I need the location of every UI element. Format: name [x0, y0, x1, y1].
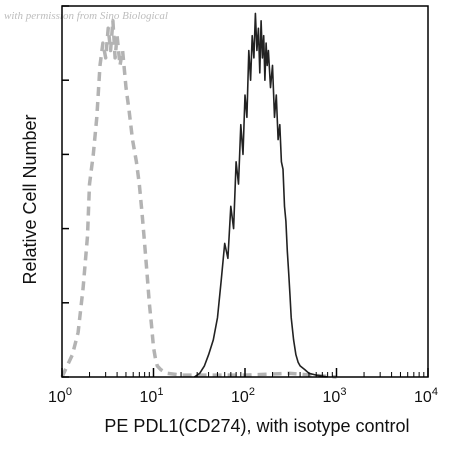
- plot-frame: [61, 5, 429, 378]
- x-axis-ticks: 100 101 102 103 104: [48, 368, 438, 406]
- x-tick-label: 102: [231, 386, 255, 406]
- y-axis-title: Relative Cell Number: [20, 114, 40, 284]
- plot-area: [60, 12, 337, 379]
- x-tick-label: 104: [414, 386, 438, 406]
- isotype-control-series: [60, 19, 337, 379]
- watermark: with permission from Sino Biological: [4, 10, 168, 22]
- x-tick-label: 101: [140, 386, 164, 406]
- x-axis-title: PE PDL1(CD274), with isotype control: [104, 416, 409, 436]
- y-axis-ticks: [62, 5, 69, 378]
- x-tick-label: 100: [48, 386, 72, 406]
- pdl1-series: [193, 12, 328, 378]
- x-tick-label: 103: [323, 386, 347, 406]
